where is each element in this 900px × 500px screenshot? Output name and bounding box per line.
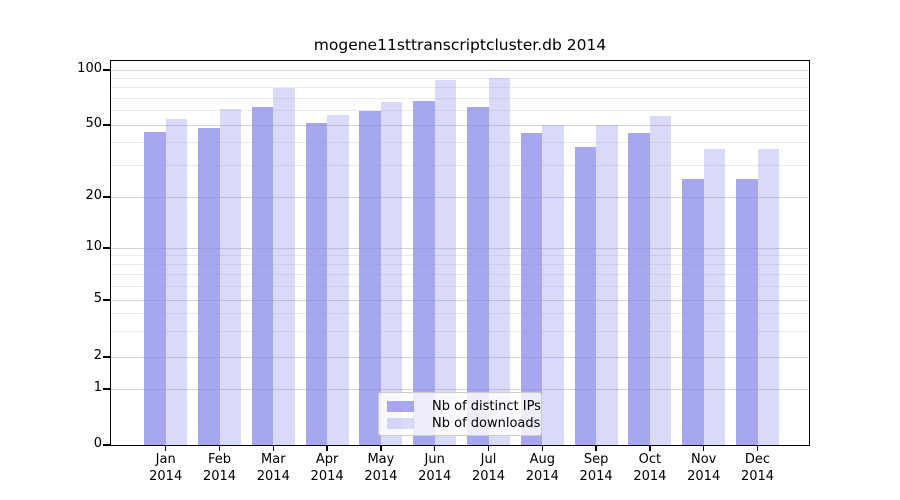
legend-swatch-downloads: [387, 418, 414, 429]
major-gridline: [111, 247, 808, 249]
bar-nov-distinct-ips: [682, 179, 704, 445]
x-tick-label: Mar 2014: [256, 452, 290, 484]
minor-gridline: [111, 313, 808, 315]
y-tick-mark: [103, 388, 111, 390]
minor-gridline: [111, 97, 808, 99]
x-tick-mark: [326, 446, 328, 451]
y-tick-label: 100: [77, 61, 102, 76]
minor-gridline: [111, 274, 808, 276]
x-tick-mark: [702, 446, 705, 451]
bar-jul-downloads: [488, 78, 510, 445]
minor-gridline: [111, 142, 808, 144]
bar-mar-downloads: [273, 87, 295, 445]
x-tick-mark: [272, 446, 275, 451]
minor-gridline: [111, 77, 808, 79]
x-tick-mark: [164, 446, 167, 451]
minor-gridline: [111, 264, 808, 266]
y-tick-mark: [103, 247, 111, 249]
bar-feb-distinct-ips: [198, 128, 220, 445]
x-tick-mark: [433, 446, 436, 451]
major-gridline: [111, 388, 808, 390]
major-gridline: [111, 196, 808, 198]
bar-sep-distinct-ips: [574, 146, 597, 445]
bar-apr-downloads: [327, 114, 349, 445]
x-tick-label: Jul 2014: [471, 452, 506, 484]
x-tick-mark: [218, 446, 221, 451]
bar-jul-distinct-ips: [467, 106, 489, 445]
bar-jun-downloads: [434, 80, 457, 445]
minor-gridline: [111, 164, 808, 166]
y-tick-mark: [103, 356, 111, 358]
bar-oct-downloads: [649, 116, 672, 445]
legend-swatch-distinct-ips: [387, 401, 414, 412]
x-tick-mark: [595, 446, 597, 451]
x-tick-mark: [541, 446, 544, 451]
x-tick-label: Aug 2014: [525, 452, 559, 484]
minor-gridline: [111, 331, 808, 333]
y-tick-label: 10: [85, 239, 102, 254]
x-tick-label: Dec 2014: [740, 452, 775, 484]
y-tick-label: 5: [93, 291, 102, 306]
x-tick-label: Oct 2014: [633, 452, 667, 484]
chart-title: mogene11sttranscriptcluster.db 2014: [313, 36, 607, 54]
bar-sep-downloads: [596, 125, 618, 445]
y-tick-mark: [103, 124, 111, 126]
x-tick-label: Jun 2014: [418, 452, 452, 484]
y-tick-label: 0: [93, 436, 102, 451]
legend-entry-distinct-ips: Nb of distinct IPs: [387, 398, 541, 415]
bar-feb-downloads: [219, 109, 241, 445]
x-tick-mark: [756, 446, 759, 451]
x-tick-mark: [487, 446, 490, 451]
y-tick-label: 50: [85, 116, 102, 131]
y-tick-label: 1: [93, 380, 102, 395]
x-tick-mark: [649, 446, 651, 451]
x-tick-label: Apr 2014: [310, 452, 344, 484]
legend: Nb of distinct IPs Nb of downloads: [378, 392, 542, 436]
legend-entry-downloads: Nb of downloads: [387, 415, 541, 432]
bar-dec-downloads: [757, 148, 779, 445]
bar-dec-distinct-ips: [736, 179, 758, 445]
x-tick-label: Feb 2014: [202, 452, 237, 484]
major-gridline: [111, 124, 808, 126]
bar-jan-distinct-ips: [144, 131, 166, 445]
legend-label-downloads: Nb of downloads: [432, 416, 541, 431]
minor-gridline: [111, 110, 808, 112]
bar-apr-distinct-ips: [305, 123, 328, 445]
bar-aug-distinct-ips: [520, 133, 543, 445]
y-tick-label: 2: [93, 348, 102, 363]
bar-oct-distinct-ips: [628, 133, 650, 445]
x-tick-label: Jan 2014: [149, 452, 183, 484]
major-gridline: [111, 69, 808, 71]
x-tick-label: Sep 2014: [579, 452, 613, 484]
y-tick-mark: [103, 444, 111, 446]
x-tick-label: May 2014: [364, 452, 398, 484]
y-tick-mark: [103, 299, 111, 301]
y-tick-label: 20: [85, 188, 102, 203]
x-tick-label: Nov 2014: [687, 452, 721, 484]
minor-gridline: [111, 285, 808, 287]
major-gridline: [111, 356, 808, 358]
x-tick-mark: [380, 446, 382, 451]
bar-may-downloads: [380, 101, 403, 445]
bar-aug-downloads: [542, 125, 564, 445]
bar-jun-distinct-ips: [413, 100, 435, 445]
bar-jan-downloads: [165, 118, 188, 445]
major-gridline: [111, 299, 808, 301]
legend-label-distinct-ips: Nb of distinct IPs: [432, 399, 541, 414]
bar-mar-distinct-ips: [251, 106, 274, 445]
minor-gridline: [111, 87, 808, 89]
y-tick-mark: [103, 69, 111, 71]
y-tick-mark: [103, 196, 111, 198]
minor-gridline: [111, 255, 808, 257]
bar-nov-downloads: [703, 148, 726, 445]
bar-may-distinct-ips: [359, 110, 381, 445]
